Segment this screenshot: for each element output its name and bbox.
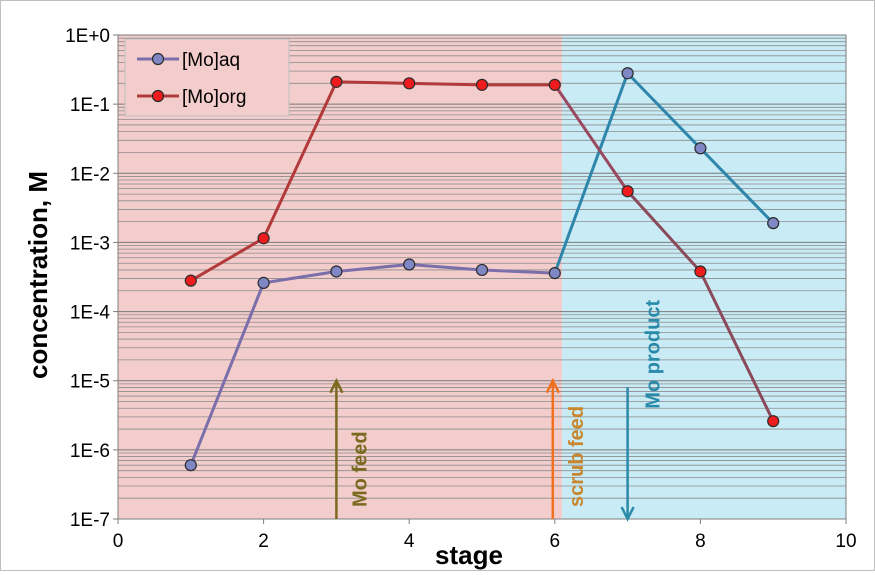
moorg-point <box>548 78 561 91</box>
axes <box>113 34 847 524</box>
tick-labels: 0 2 4 6 8 10 1E-7 1E-6 1E-5 1E-4 1E-3 1E-2 1E-1 1E+0 <box>65 26 856 552</box>
x-tick-label: 4 <box>404 531 415 552</box>
moaq-point <box>184 459 197 472</box>
moaq-legend-label: [Mo]aq <box>182 50 240 71</box>
moaq-line-segment <box>334 262 411 273</box>
moorg-legend-marker <box>151 89 165 103</box>
x-axis-label: stage <box>435 540 503 570</box>
x-tick-label: 6 <box>550 531 561 552</box>
moaq-line-segment <box>189 281 266 467</box>
moorg-line-segment <box>698 269 775 423</box>
moaq-line-segment <box>553 71 630 275</box>
y-tick-label: 1E-5 <box>70 372 110 393</box>
moorg-line-segment <box>189 236 266 283</box>
moorg-line-segment <box>407 81 484 87</box>
moaq-point <box>548 267 561 280</box>
moorg-point <box>403 77 416 90</box>
moorg-point <box>694 265 707 278</box>
data-series <box>184 67 780 472</box>
moorg-point <box>184 274 197 287</box>
moaq-legend-marker <box>151 52 165 66</box>
scrub-feed-arrowhead <box>545 377 560 394</box>
moaq-point <box>767 217 780 230</box>
moorg-line-segment <box>626 189 702 273</box>
y-tick-label: 1E-2 <box>70 164 110 185</box>
y-tick-label: 1E-6 <box>70 441 110 462</box>
x-tick-label: 8 <box>695 531 706 552</box>
scrub-feed-label: scrub feed <box>566 406 588 507</box>
moorg-point <box>621 185 634 198</box>
moaq-point <box>621 67 634 80</box>
y-tick-label: 1E-7 <box>70 510 110 531</box>
legend: [Mo]aq [Mo]org <box>124 38 290 117</box>
mo-product-label: Mo product <box>643 300 665 409</box>
y-tick-label: 1E-4 <box>70 303 111 324</box>
x-tick-label: 2 <box>258 531 269 552</box>
moaq-point <box>694 142 707 155</box>
moaq-point <box>330 265 343 278</box>
moorg-point <box>767 415 780 428</box>
mo-feed-arrowhead <box>329 377 344 394</box>
moaq-point <box>403 258 416 271</box>
moaq-line-segment <box>262 269 338 285</box>
moorg-line-segment <box>553 83 630 193</box>
moaq-line-segment <box>480 268 557 275</box>
moaq-point <box>475 263 489 277</box>
x-tick-label: 0 <box>113 531 124 552</box>
moorg-point <box>475 78 489 91</box>
y-tick-label: 1E-3 <box>70 233 110 254</box>
mo-product-arrowhead <box>620 506 635 522</box>
moaq-line-segment <box>626 71 702 150</box>
moaq-line-segment <box>407 262 484 272</box>
moorg-line-segment <box>334 80 411 85</box>
moaq-point <box>257 276 270 289</box>
y-axis-label: concentration, M <box>23 171 53 379</box>
moorg-legend-label: [Mo]org <box>182 87 246 108</box>
legend-box <box>124 38 290 117</box>
x-tick-label: 10 <box>835 531 856 552</box>
y-tick-label: 1E-1 <box>70 95 110 116</box>
moaq-line-segment <box>698 146 775 225</box>
y-tick-label: 1E+0 <box>65 26 110 47</box>
mo-feed-label: Mo feed <box>349 431 371 507</box>
moorg-line-segment <box>262 80 338 240</box>
moorg-point <box>330 75 343 88</box>
annotations: Mo feed scrub feed Mo product <box>329 300 665 522</box>
moorg-point <box>257 232 270 245</box>
